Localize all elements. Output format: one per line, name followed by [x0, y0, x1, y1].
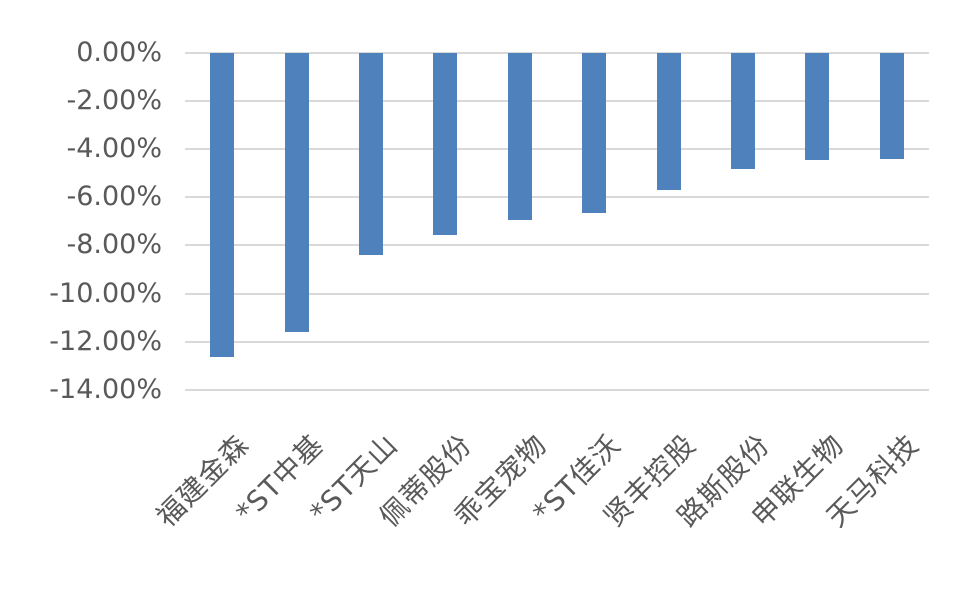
- y-tick-label: -4.00%: [66, 132, 162, 164]
- y-tick-label: -8.00%: [66, 229, 162, 261]
- y-tick-label: -12.00%: [49, 325, 162, 357]
- y-tick-label: -14.00%: [49, 373, 162, 405]
- bar: [879, 52, 904, 159]
- gridline: [185, 147, 929, 150]
- bar: [359, 52, 383, 255]
- bar: [433, 52, 458, 235]
- x-category-label: 福建金森: [150, 428, 256, 534]
- y-tick-label: -10.00%: [49, 277, 162, 309]
- y-tick-label: -6.00%: [66, 181, 162, 213]
- gridline: [185, 99, 929, 102]
- y-tick-label: -2.00%: [66, 84, 162, 116]
- bar: [656, 52, 681, 190]
- gridline: [185, 196, 929, 199]
- bar: [507, 52, 532, 221]
- bar: [731, 52, 755, 170]
- gridline: [185, 51, 929, 54]
- y-tick-label: 0.00%: [76, 36, 162, 68]
- bar: [284, 52, 309, 332]
- gridline: [185, 340, 929, 343]
- bar: [582, 52, 607, 213]
- gridline: [185, 388, 929, 391]
- gridline: [185, 292, 929, 295]
- gridline: [185, 244, 929, 247]
- bar: [805, 52, 830, 160]
- bar: [210, 52, 235, 357]
